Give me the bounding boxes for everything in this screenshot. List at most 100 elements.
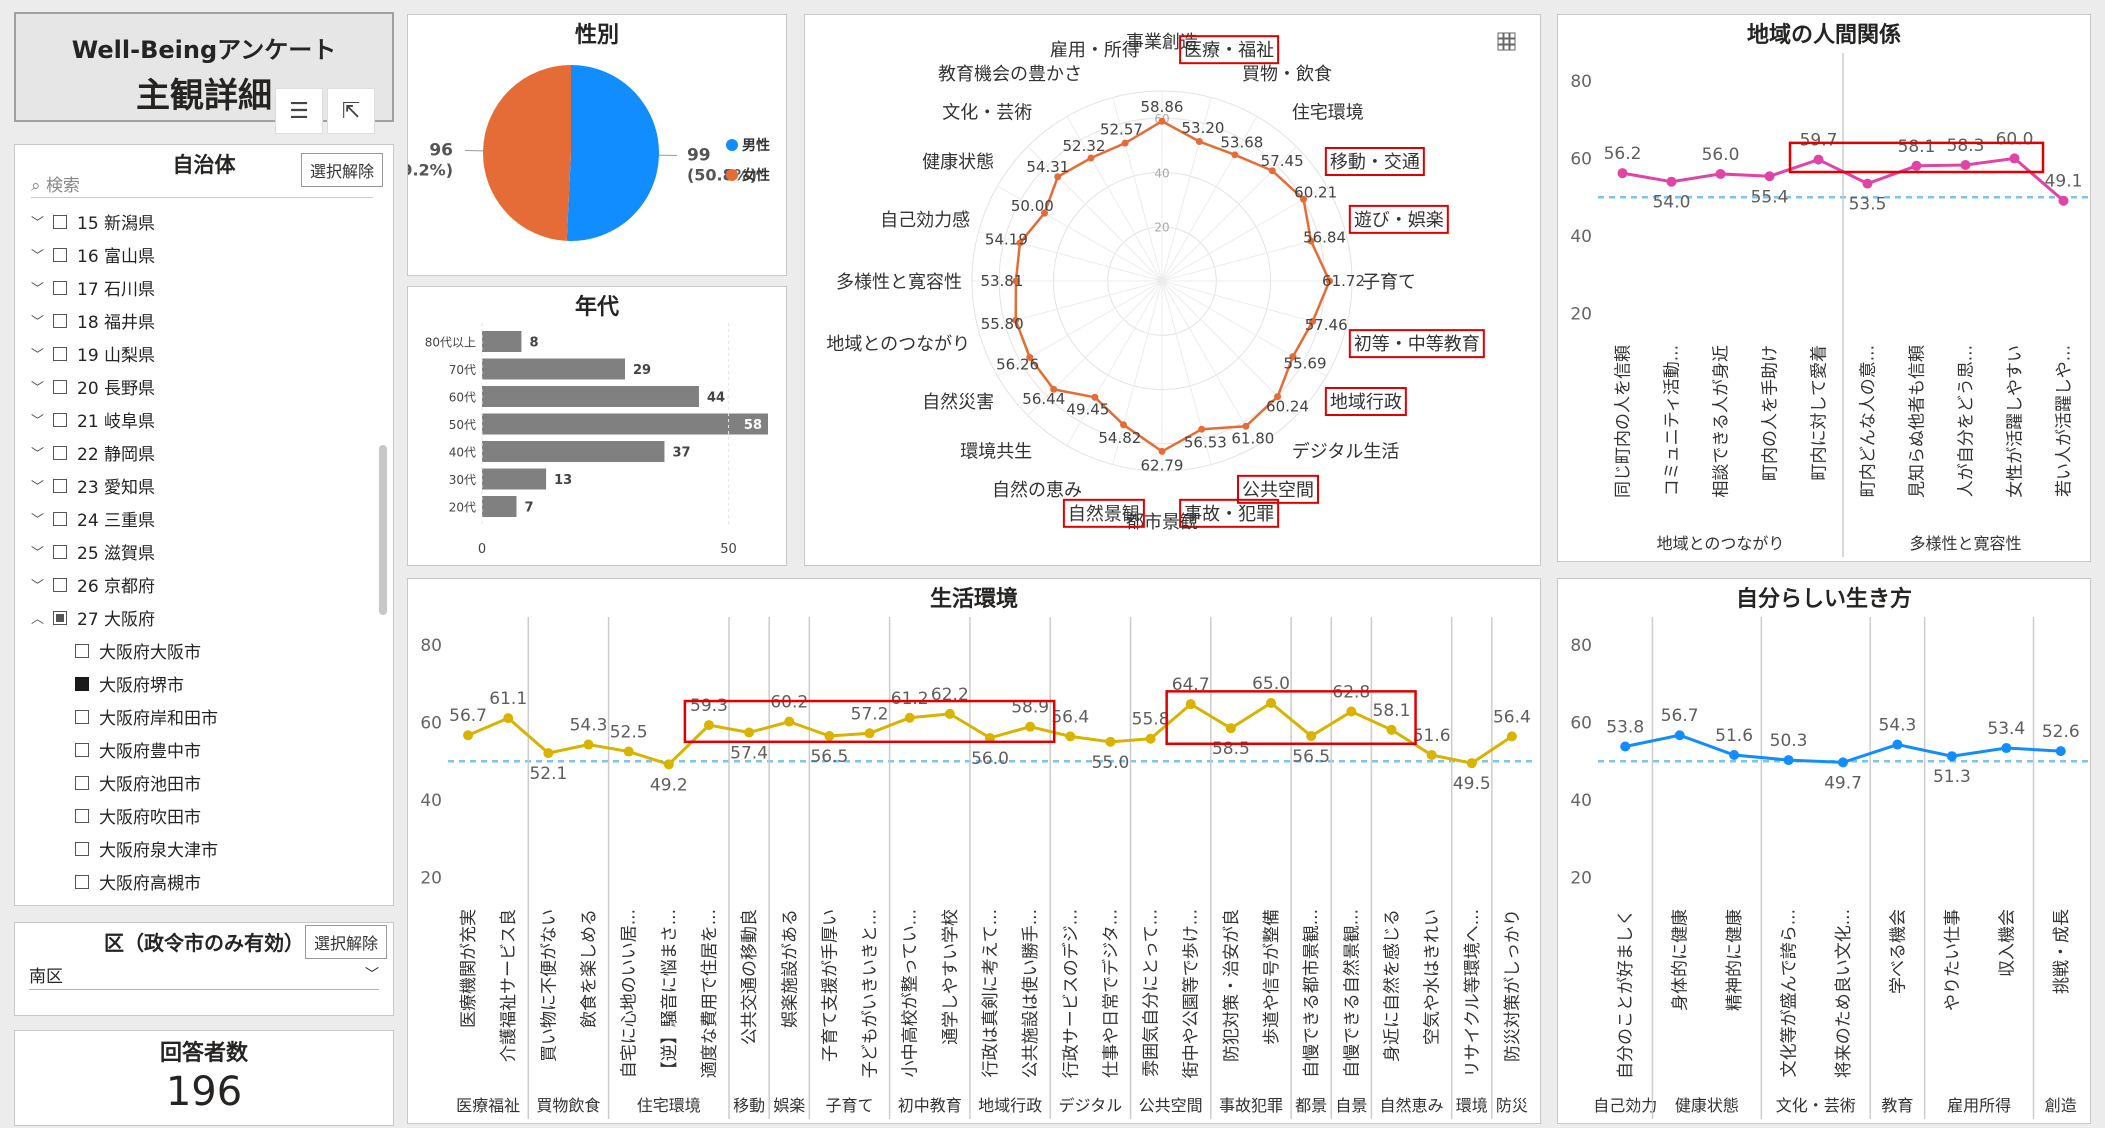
- bar-2[interactable]: [482, 386, 699, 407]
- data-point-7[interactable]: [2001, 743, 2012, 754]
- data-point-23[interactable]: [1386, 724, 1397, 735]
- bar-1[interactable]: [482, 358, 625, 380]
- checkbox[interactable]: [53, 379, 67, 394]
- checkbox[interactable]: [75, 874, 89, 889]
- radar-point-18[interactable]: [1012, 277, 1020, 285]
- data-point-9[interactable]: [824, 731, 835, 741]
- checkbox[interactable]: [53, 544, 67, 559]
- data-point-3[interactable]: [583, 739, 594, 750]
- slicer-item[interactable]: ﹀ 16 富山県: [31, 238, 371, 271]
- radar-point-20[interactable]: [1040, 209, 1048, 217]
- bar-5[interactable]: [482, 468, 547, 490]
- data-point-20[interactable]: [1266, 698, 1277, 708]
- chevron-down-icon[interactable]: ﹀: [31, 216, 45, 231]
- data-point-1[interactable]: [503, 713, 514, 724]
- checkbox[interactable]: [75, 775, 89, 790]
- checkbox[interactable]: [75, 643, 89, 658]
- radar-point-5[interactable]: [1307, 237, 1315, 245]
- data-point-7[interactable]: [1960, 160, 1971, 171]
- checkbox[interactable]: [75, 676, 89, 691]
- data-point-11[interactable]: [904, 712, 915, 723]
- data-point-1[interactable]: [1666, 176, 1677, 187]
- data-point-2[interactable]: [1729, 750, 1740, 761]
- slicer-item[interactable]: 大阪府泉大津市: [31, 832, 371, 865]
- data-point-5[interactable]: [663, 759, 674, 770]
- ward-dropdown[interactable]: 南区 ﹀: [29, 959, 379, 990]
- data-point-5[interactable]: [1892, 739, 1903, 750]
- checkbox[interactable]: [53, 346, 67, 361]
- data-point-4[interactable]: [1838, 757, 1848, 768]
- slicer-item[interactable]: ︿ 27 大阪府: [31, 601, 371, 634]
- clear-selection-button[interactable]: 選択解除: [300, 153, 383, 187]
- data-point-18[interactable]: [1185, 699, 1196, 710]
- checkbox[interactable]: [53, 577, 67, 592]
- chevron-down-icon[interactable]: ﹀: [31, 315, 45, 330]
- data-point-5[interactable]: [1862, 178, 1873, 189]
- radar-point-8[interactable]: [1289, 353, 1297, 361]
- radar-point-19[interactable]: [1016, 239, 1024, 247]
- radar-point-6[interactable]: [1326, 277, 1334, 285]
- checkbox[interactable]: [53, 214, 67, 229]
- radar-point-23[interactable]: [1121, 139, 1129, 147]
- checkbox[interactable]: [53, 445, 67, 460]
- data-point-6[interactable]: [1911, 160, 1922, 171]
- radar-point-21[interactable]: [1054, 173, 1062, 181]
- slicer-item[interactable]: ﹀ 21 岐阜県: [31, 403, 371, 436]
- chevron-down-icon[interactable]: ﹀: [31, 546, 45, 561]
- radar-point-10[interactable]: [1242, 422, 1250, 430]
- slicer-item[interactable]: ﹀ 22 静岡県: [31, 436, 371, 469]
- data-point-15[interactable]: [1065, 731, 1076, 742]
- bar-3[interactable]: [482, 413, 768, 435]
- slicer-item[interactable]: ﹀ 25 滋賀県: [31, 535, 371, 568]
- data-point-22[interactable]: [1346, 706, 1357, 717]
- data-point-7[interactable]: [744, 727, 755, 738]
- checkbox[interactable]: [53, 610, 67, 625]
- ward-clear-button[interactable]: 選択解除: [304, 925, 387, 959]
- chevron-down-icon[interactable]: ﹀: [31, 579, 45, 594]
- radar-point-11[interactable]: [1198, 425, 1206, 433]
- legend-label[interactable]: 男性: [742, 137, 770, 154]
- slicer-item[interactable]: 大阪府吹田市: [31, 799, 371, 832]
- data-point-0[interactable]: [463, 730, 474, 741]
- chevron-down-icon[interactable]: ﹀: [31, 447, 45, 462]
- data-point-2[interactable]: [543, 748, 554, 759]
- radar-point-7[interactable]: [1309, 317, 1317, 325]
- data-point-9[interactable]: [2058, 195, 2069, 206]
- checkbox[interactable]: [75, 841, 89, 856]
- radar-point-1[interactable]: [1195, 138, 1203, 146]
- data-point-1[interactable]: [1674, 730, 1685, 741]
- data-point-14[interactable]: [1025, 721, 1036, 732]
- filter-icon[interactable]: ☰: [275, 88, 323, 134]
- data-point-3[interactable]: [1764, 171, 1775, 182]
- data-point-4[interactable]: [623, 746, 634, 757]
- checkbox[interactable]: [53, 247, 67, 262]
- radar-point-22[interactable]: [1087, 154, 1095, 162]
- bar-0[interactable]: [482, 331, 522, 352]
- chevron-down-icon[interactable]: ﹀: [31, 348, 45, 363]
- slicer-item[interactable]: 大阪府高槻市: [31, 865, 371, 898]
- radar-point-2[interactable]: [1231, 151, 1239, 159]
- scrollbar[interactable]: [379, 445, 387, 615]
- bar-4[interactable]: [482, 441, 665, 462]
- checkbox[interactable]: [75, 742, 89, 757]
- slicer-search[interactable]: ⌕ 検索: [31, 171, 80, 196]
- radar-point-15[interactable]: [1050, 385, 1058, 393]
- chevron-down-icon[interactable]: ﹀: [31, 414, 45, 429]
- data-point-21[interactable]: [1306, 731, 1317, 741]
- slicer-item[interactable]: ﹀ 15 新潟県: [31, 205, 371, 238]
- data-point-17[interactable]: [1145, 733, 1156, 744]
- slicer-item[interactable]: ﹀ 24 三重県: [31, 502, 371, 535]
- checkbox[interactable]: [75, 709, 89, 724]
- checkbox[interactable]: [53, 313, 67, 328]
- radar-point-13[interactable]: [1119, 421, 1127, 429]
- data-point-0[interactable]: [1620, 741, 1631, 752]
- grid-icon[interactable]: [1497, 32, 1516, 51]
- slicer-item[interactable]: ﹀ 20 長野県: [31, 370, 371, 403]
- data-point-0[interactable]: [1617, 168, 1628, 179]
- radar-point-14[interactable]: [1091, 393, 1099, 401]
- data-point-16[interactable]: [1105, 736, 1116, 747]
- data-point-8[interactable]: [2009, 153, 2020, 164]
- chevron-down-icon[interactable]: ﹀: [31, 513, 45, 528]
- radar-point-12[interactable]: [1158, 447, 1166, 455]
- radar-point-17[interactable]: [1012, 316, 1020, 324]
